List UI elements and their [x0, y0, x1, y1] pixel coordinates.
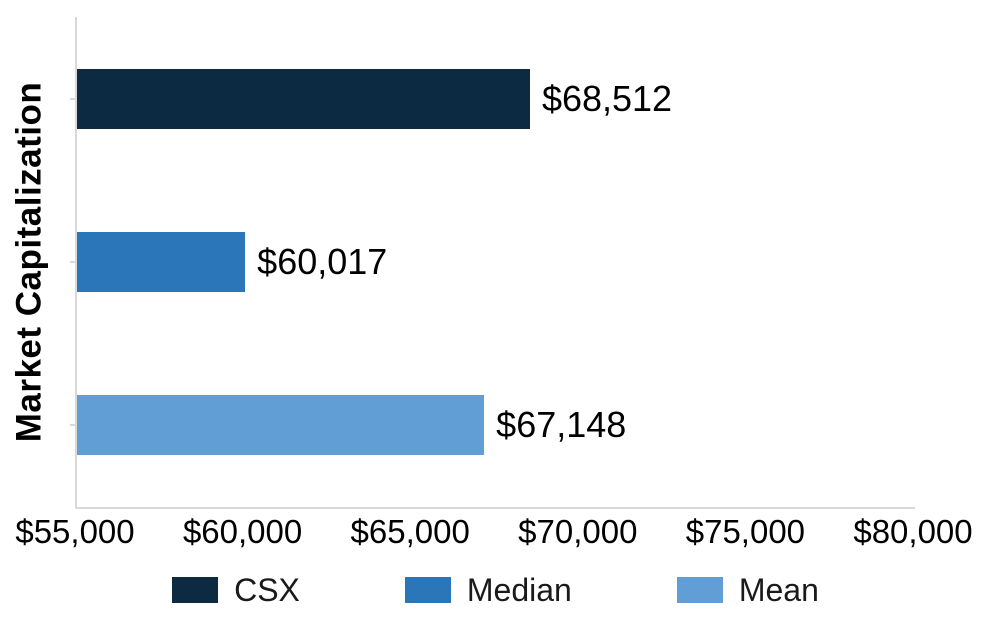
bar-value-label-median: $60,017 — [257, 240, 388, 282]
y-axis-tick — [70, 97, 75, 100]
legend-label-mean: Mean — [738, 571, 819, 608]
bars-container: $68,512 $60,017 $67,148 — [70, 17, 915, 507]
legend-label-csx: CSX — [234, 571, 300, 608]
bar-row-csx: $68,512 — [77, 17, 915, 180]
bar-row-mean: $67,148 — [77, 344, 915, 507]
x-tick-label: $75,000 — [685, 513, 806, 550]
y-axis-title-wrap: Market Capitalization — [0, 17, 58, 507]
bar-value-label-mean: $67,148 — [496, 404, 627, 446]
bar-csx — [77, 68, 530, 129]
legend-item-csx: CSX — [172, 572, 300, 609]
x-tick-label: $65,000 — [350, 513, 470, 550]
x-axis: $55,000 $60,000 $65,000 $70,000 $75,000 $80,0… — [15, 513, 972, 555]
x-tick-label: $60,000 — [182, 513, 303, 550]
plot-area: $68,512 $60,017 $67,148 — [70, 17, 915, 509]
y-axis-tick — [70, 261, 75, 263]
legend-item-median: Median — [404, 571, 572, 609]
legend-label-median: Median — [466, 571, 572, 608]
legend-swatch-mean — [676, 577, 723, 603]
x-tick-label: $70,000 — [518, 513, 638, 550]
bar-mean — [77, 395, 485, 456]
bar-median — [77, 231, 246, 292]
legend-item-mean: Mean — [676, 571, 819, 609]
legend-swatch-median — [404, 577, 451, 603]
bar-row-median: $60,017 — [77, 180, 915, 343]
legend: CSX Median Mean — [0, 570, 991, 610]
x-tick-label: $80,000 — [853, 513, 973, 550]
legend-swatch-csx — [172, 577, 219, 603]
bar-value-label-csx: $68,512 — [541, 77, 673, 119]
x-tick-label: $55,000 — [15, 513, 135, 550]
y-axis-title: Market Capitalization — [9, 81, 49, 443]
y-axis-tick — [70, 424, 75, 427]
